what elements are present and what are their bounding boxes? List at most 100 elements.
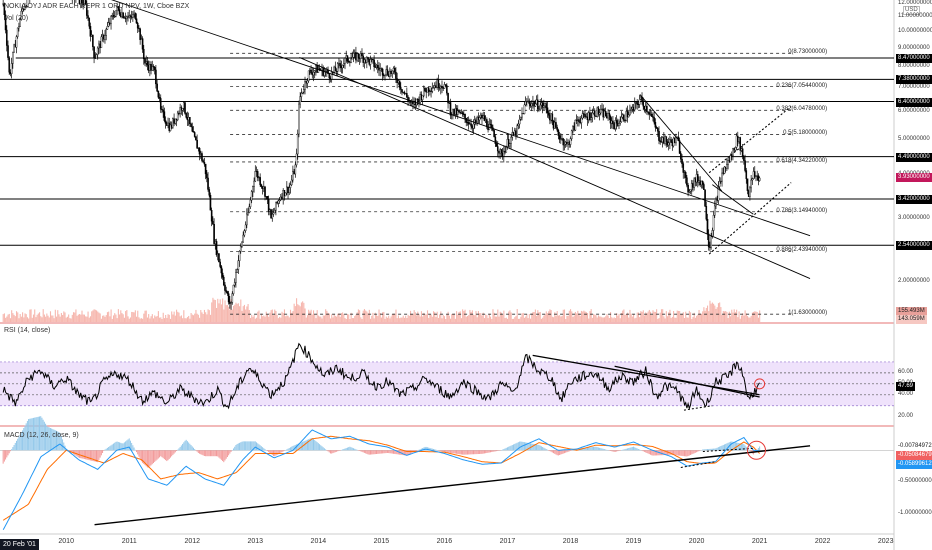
volume-bar — [681, 313, 683, 322]
price-trendline[interactable] — [299, 57, 811, 279]
macd-histogram-bar — [605, 449, 607, 451]
macd-histogram-bar — [28, 419, 30, 451]
macd-histogram-bar — [723, 444, 725, 451]
volume-bar — [522, 312, 524, 322]
macd-histogram-bar — [219, 450, 221, 459]
volume-bar — [310, 309, 312, 322]
rsi-highlight-circle — [754, 378, 766, 390]
macd-value-box: -0.00784972 — [896, 442, 932, 451]
macd-histogram-bar — [610, 450, 612, 451]
macd-histogram-bar — [710, 448, 712, 451]
macd-histogram-bar — [241, 441, 243, 451]
macd-histogram-bar — [502, 449, 504, 451]
volume-bar — [696, 315, 698, 322]
macd-label[interactable]: MACD (12, 26, close, 9) — [4, 432, 79, 439]
price-trendline[interactable] — [708, 106, 792, 174]
volume-bar — [202, 314, 204, 322]
price-tick-label: 7.00000000 — [898, 83, 930, 90]
candle-body — [523, 104, 526, 114]
macd-histogram-bar — [281, 450, 283, 453]
price-trendline[interactable] — [712, 184, 754, 215]
volume-bar — [252, 316, 254, 322]
volume-bar — [184, 318, 186, 322]
macd-histogram-bar — [715, 448, 717, 451]
volume-bar — [180, 315, 182, 322]
volume-bar — [120, 310, 122, 322]
macd-histogram-bar — [693, 450, 695, 454]
rsi-trendline[interactable] — [532, 354, 760, 396]
rsi-divergence-line[interactable] — [683, 405, 713, 411]
volume-bar — [166, 317, 168, 322]
candle-body — [88, 17, 91, 27]
volume-bar — [599, 316, 601, 322]
candle-body — [244, 224, 247, 231]
volume-bar — [291, 312, 293, 322]
volume-bar — [48, 317, 50, 322]
macd-divergence-line[interactable] — [680, 461, 716, 468]
symbol-title[interactable]: NOKIA OYJ ADR EACH REPR 1 ORD NPV, 1W, C… — [4, 3, 190, 10]
candle-body — [399, 87, 402, 90]
volume-bar — [393, 313, 395, 322]
macd-histogram-bar — [676, 450, 678, 456]
macd-histogram-bar — [485, 450, 487, 454]
candle-body — [3, 3, 6, 16]
volume-bar — [128, 318, 130, 322]
macd-histogram-bar — [374, 450, 376, 455]
macd-histogram-bar — [526, 442, 528, 451]
volume-bar — [222, 298, 224, 322]
macd-histogram-bar — [89, 450, 91, 461]
macd-histogram-bar — [30, 418, 32, 451]
candle-body — [201, 153, 203, 161]
candle-body — [155, 69, 157, 85]
volume-label[interactable]: Vol (20) — [4, 15, 29, 22]
macd-histogram-bar — [77, 450, 79, 458]
candle-body — [78, 0, 81, 4]
volume-bar — [355, 314, 357, 322]
macd-histogram-bar — [146, 450, 148, 468]
rsi-label[interactable]: RSI (14, close) — [4, 327, 51, 334]
volume-bar — [635, 317, 637, 322]
volume-bar — [374, 312, 376, 322]
macd-histogram-bar — [476, 450, 478, 455]
macd-histogram-bar — [262, 447, 264, 451]
candle-body — [312, 72, 315, 76]
macd-histogram-bar — [174, 450, 176, 453]
volume-bar — [477, 311, 479, 322]
volume-bar — [150, 316, 152, 322]
volume-bar — [486, 315, 488, 322]
macd-histogram-bar — [248, 441, 250, 451]
macd-histogram-bar — [568, 450, 570, 452]
volume-bar — [630, 313, 632, 322]
volume-bar — [754, 311, 756, 322]
volume-bar — [685, 311, 687, 322]
macd-histogram-bar — [99, 450, 101, 458]
macd-histogram-bar — [488, 450, 490, 453]
macd-histogram-bar — [477, 450, 479, 455]
candle-body — [235, 272, 237, 283]
candle-body — [627, 114, 630, 118]
macd-histogram-bar — [199, 450, 201, 454]
macd-histogram-bar — [289, 447, 291, 451]
price-trendline[interactable] — [639, 94, 723, 192]
volume-bar — [179, 316, 181, 322]
macd-trendline[interactable] — [94, 445, 811, 526]
macd-histogram-bar — [519, 441, 521, 451]
price-trendline[interactable] — [66, 0, 811, 237]
candle-body — [139, 28, 141, 40]
cursor-date-badge: 20 Feb '01 — [0, 539, 39, 550]
macd-histogram-bar — [298, 443, 300, 451]
macd-histogram-bar — [205, 450, 207, 457]
candle-body — [583, 113, 585, 115]
macd-histogram-bar — [704, 449, 706, 451]
macd-histogram-bar — [143, 450, 145, 464]
volume-bar — [218, 303, 220, 322]
candle-body — [210, 210, 213, 222]
macd-histogram-bar — [405, 450, 407, 456]
macd-divergence-line[interactable] — [702, 447, 754, 453]
candle-body — [221, 272, 224, 278]
volume-bar — [160, 317, 162, 322]
rsi-tick-label: 60.00 — [898, 368, 914, 375]
macd-histogram-bar — [334, 450, 336, 453]
rsi-trendline[interactable] — [614, 365, 760, 398]
